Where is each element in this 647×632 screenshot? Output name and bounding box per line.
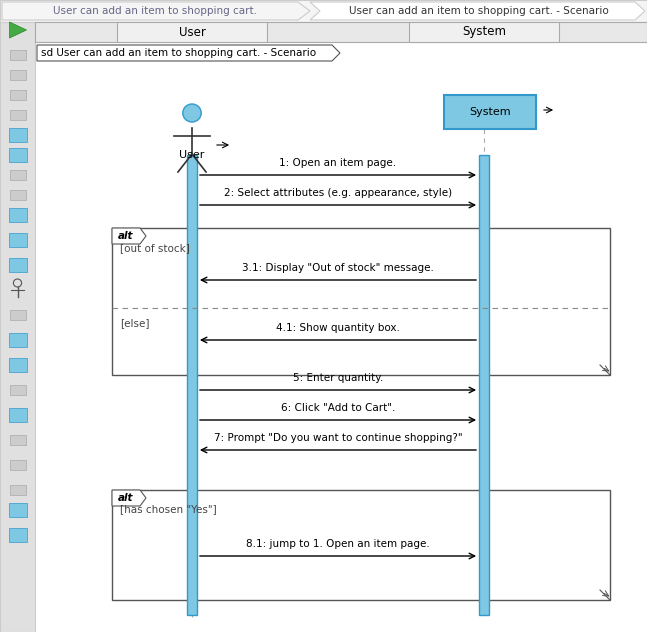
Circle shape [183, 104, 201, 122]
Polygon shape [310, 2, 645, 20]
Bar [112, 490, 610, 600]
Bar [0, 22, 35, 632]
Bar [117, 22, 267, 42]
Bar [10, 190, 25, 200]
Bar [35, 22, 647, 42]
Text: 7: Prompt "Do you want to continue shopping?": 7: Prompt "Do you want to continue shopp… [214, 433, 463, 443]
Bar [8, 208, 27, 222]
Bar [8, 148, 27, 162]
Bar [10, 170, 25, 180]
Text: System: System [469, 107, 511, 117]
Text: 4.1: Show quantity box.: 4.1: Show quantity box. [276, 323, 400, 333]
Bar [10, 385, 25, 395]
Bar [10, 50, 25, 60]
Bar [8, 233, 27, 247]
Text: sd User can add an item to shopping cart. - Scenario: sd User can add an item to shopping cart… [41, 48, 316, 58]
Polygon shape [37, 45, 340, 61]
Text: User can add an item to shopping cart. - Scenario: User can add an item to shopping cart. -… [349, 6, 608, 16]
Bar [10, 460, 25, 470]
Bar [8, 358, 27, 372]
Bar [10, 70, 25, 80]
Text: [out of stock]: [out of stock] [120, 243, 190, 253]
Bar [8, 503, 27, 517]
Bar [8, 258, 27, 272]
Polygon shape [2, 2, 310, 20]
Bar [112, 228, 610, 375]
Text: 1: Open an item page.: 1: Open an item page. [280, 158, 397, 168]
Polygon shape [10, 22, 27, 38]
Bar [409, 22, 559, 42]
Text: alt: alt [118, 231, 134, 241]
Text: User can add an item to shopping cart.: User can add an item to shopping cart. [53, 6, 257, 16]
Polygon shape [112, 490, 146, 506]
Bar [10, 485, 25, 495]
Bar [479, 155, 489, 615]
Bar [0, 0, 647, 22]
Polygon shape [112, 228, 146, 244]
Bar [8, 333, 27, 347]
Text: User: User [179, 25, 206, 39]
Text: System: System [462, 25, 506, 39]
Bar [187, 155, 197, 615]
Text: alt: alt [118, 493, 134, 503]
Bar [10, 435, 25, 445]
Text: [else]: [else] [120, 318, 149, 328]
Text: 5: Enter quantity.: 5: Enter quantity. [293, 373, 383, 383]
Text: [has chosen "Yes"]: [has chosen "Yes"] [120, 504, 217, 514]
Bar [10, 110, 25, 120]
Bar [8, 128, 27, 142]
Bar [444, 95, 536, 129]
Text: 8.1: jump to 1. Open an item page.: 8.1: jump to 1. Open an item page. [246, 539, 430, 549]
Text: 2: Select attributes (e.g. appearance, style): 2: Select attributes (e.g. appearance, s… [224, 188, 452, 198]
Bar [10, 310, 25, 320]
Bar [8, 528, 27, 542]
Bar [10, 90, 25, 100]
Text: 3.1: Display "Out of stock" message.: 3.1: Display "Out of stock" message. [242, 263, 434, 273]
Text: User: User [179, 150, 204, 160]
Bar [8, 408, 27, 422]
Text: 6: Click "Add to Cart".: 6: Click "Add to Cart". [281, 403, 395, 413]
